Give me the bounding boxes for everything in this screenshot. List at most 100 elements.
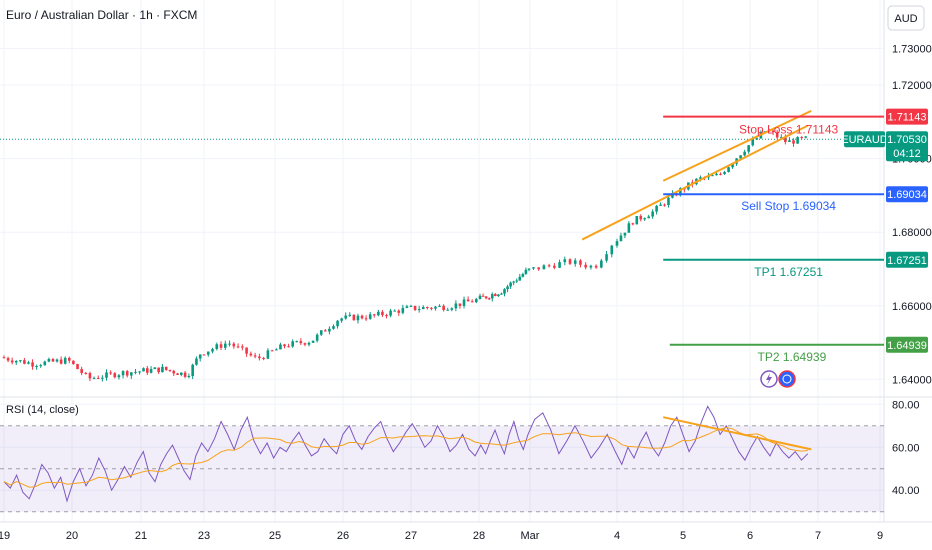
wedge-lower-line [581,124,809,241]
candle-body [39,365,43,367]
candle-body [405,306,409,308]
candle-body [739,155,742,159]
time-tick-label: 25 [269,530,281,542]
candle-body [490,294,494,299]
candles [2,128,808,382]
globe-icon[interactable] [778,370,796,388]
candle-body [187,376,191,378]
candle-body [228,343,231,345]
candle-body [788,140,791,143]
candle-body [258,356,261,359]
candle-body [635,216,639,225]
candle-body [92,377,96,379]
time-tick-label: 9 [877,530,883,542]
candle-body [679,188,682,196]
candle-body [96,377,100,379]
candle-body [579,260,582,265]
candle-body [176,373,179,375]
candle-body [573,260,577,264]
candle-body [206,351,210,355]
candle-body [804,136,808,138]
candle-body [270,350,274,352]
candle-body [134,371,137,373]
candle-body [438,305,441,307]
level-axis-tag [886,251,928,268]
candle-body [149,369,153,373]
candle-body [295,341,299,343]
candle-body [711,175,714,177]
candle-body [241,346,244,348]
candle-body [547,265,551,267]
candle-body [299,341,303,344]
candle-body [352,314,356,321]
candle-body [43,361,47,366]
level-axis-tag [886,108,928,125]
candle-body [515,280,519,282]
candle-body [506,286,509,290]
candle-body [31,362,34,367]
candle-body [245,347,248,354]
rsi-tick-label: 40.00 [892,485,920,497]
candle-body [532,267,535,269]
candle-body [478,295,482,300]
currency-button[interactable]: AUD [887,5,925,31]
candle-body [172,370,176,374]
candle-body [558,262,561,268]
candle-body [146,368,149,373]
candle-body [655,205,658,212]
candle-body [727,167,730,173]
candle-body [723,172,726,175]
candle-body [67,357,71,361]
candle-body [719,173,722,175]
candle-body [619,235,623,242]
candle-body [191,364,194,377]
time-tick-label: 7 [815,530,821,542]
price-tick-label: 1.68000 [892,227,932,239]
candle-body [466,299,470,302]
candle-body [328,328,331,332]
rsi-tick-label: 80.00 [892,399,920,411]
candle-body [651,211,654,217]
level-axis-tag [886,336,928,353]
candle-body [168,369,172,371]
candle-body [14,360,18,363]
level-label-tp1: TP1 1.67251 [754,265,823,279]
candle-body [509,282,512,287]
candle-body [125,371,129,376]
candle-body [113,373,117,378]
time-tick-label: 28 [473,530,485,542]
candle-body [537,267,540,270]
candle-body [663,204,666,206]
candle-body [253,355,257,357]
candle-body [747,145,750,152]
symbol-tag-label: EURAUD [841,134,888,146]
candle-body [2,357,6,359]
alert-icons[interactable] [760,370,796,388]
candle-body [215,344,219,349]
candle-body [446,309,450,311]
candle-body [796,137,799,144]
candle-body [101,377,104,379]
candle-body [401,307,405,313]
candle-body [792,140,795,144]
time-tick-label: 6 [747,530,753,542]
candle-body [503,289,506,294]
candle-body [542,265,546,270]
candle-body [356,315,360,321]
candle-body [364,318,368,320]
candle-body [266,350,270,359]
candle-body [157,367,160,373]
time-tick-label: 19 [0,530,10,542]
candle-body [775,132,779,138]
candle-body [610,245,614,255]
candle-body [279,344,282,350]
candle-body [589,265,593,268]
candle-body [470,301,474,303]
candle-body [23,360,26,364]
candle-body [600,260,603,268]
candle-body [368,314,372,319]
candle-body [462,299,466,306]
candle-body [219,344,223,348]
candle-body [109,372,112,374]
